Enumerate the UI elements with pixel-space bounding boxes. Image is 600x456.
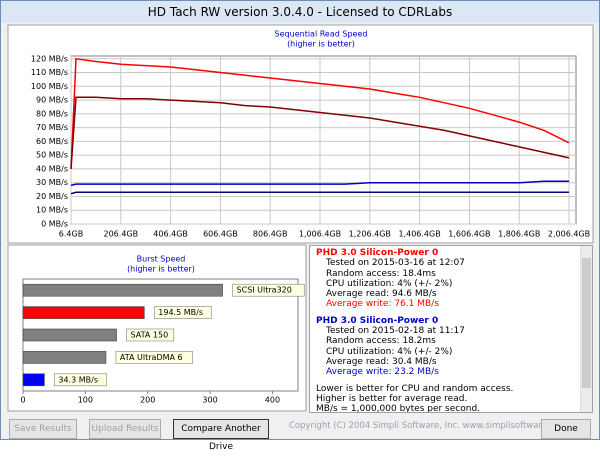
result-line: Average write: 23.2 MB/s bbox=[326, 367, 439, 378]
result-line: CPU utilization: 4% (+/- 2%) bbox=[326, 346, 453, 357]
y-tick-label: 40 MB/s bbox=[36, 164, 68, 173]
bar-label-box bbox=[153, 306, 212, 319]
button: Upload Results bbox=[89, 419, 161, 439]
bar-label-box bbox=[115, 351, 193, 364]
result-line: Tested on 2015-03-16 at 12:07 bbox=[326, 258, 465, 269]
result-line: CPU utilization: 4% (+/- 2%) bbox=[326, 278, 453, 289]
y-tick-label: 80 MB/s bbox=[36, 109, 68, 118]
bar-label-box bbox=[54, 373, 107, 387]
line-series bbox=[70, 96, 570, 169]
x-tick-label: 1,806.4GB bbox=[498, 230, 540, 239]
note: Higher is better for average read. bbox=[316, 393, 468, 404]
x-tick-label: 2,006.4GB bbox=[548, 230, 590, 239]
category-label: SCSI Ultra320 bbox=[237, 286, 292, 295]
x-tick-label: 400 bbox=[265, 396, 280, 405]
bar bbox=[22, 328, 117, 342]
category-label: ATA UltraDMA 6 bbox=[120, 353, 183, 362]
y-tick-label: 50 MB/s bbox=[36, 151, 68, 160]
result-line: Tested on 2015-02-18 at 11:17 bbox=[326, 326, 465, 337]
value-label: 34.3 MB/s bbox=[58, 375, 98, 384]
copyright: Copyright (C) 2004 Simpli Software, Inc.… bbox=[289, 421, 568, 431]
result-line: Random access: 18.4ms bbox=[326, 268, 436, 279]
x-tick-label: 406.4GB bbox=[153, 230, 188, 239]
y-tick-label: 90 MB/s bbox=[36, 96, 68, 105]
bar-label-box bbox=[126, 328, 175, 342]
charts: Sequential Read Speed(higher is better)0… bbox=[7, 24, 594, 412]
result-line: Average write: 76.1 MB/s bbox=[326, 299, 439, 310]
drive-name: PHD 3.0 Silicon-Power 0 bbox=[316, 315, 439, 326]
y-tick-label: 20 MB/s bbox=[36, 192, 68, 201]
note: MB/s = 1,000,000 bytes per second. bbox=[316, 404, 481, 413]
window-title: HD Tach RW version 3.0.4.0 - Licensed to… bbox=[1, 1, 599, 23]
line-series bbox=[70, 57, 570, 169]
y-tick-label: 100 MB/s bbox=[31, 82, 68, 91]
x-tick-label: 806.4GB bbox=[253, 230, 288, 239]
button: Save Results bbox=[9, 419, 77, 439]
bar-label-box bbox=[232, 283, 305, 297]
drive-name: PHD 3.0 Silicon-Power 0 bbox=[316, 248, 439, 258]
bar bbox=[22, 373, 45, 387]
x-tick-label: 1,406.4GB bbox=[398, 230, 440, 239]
chart-title: Sequential Read Speed bbox=[275, 30, 368, 39]
results-panel: PHD 3.0 Silicon-Power 0 Tested on 2015-03… bbox=[309, 245, 593, 413]
chart-title: Burst Speed bbox=[137, 255, 186, 264]
x-tick-label: 0 bbox=[20, 396, 25, 405]
category-label: SATA 150 bbox=[131, 331, 169, 340]
bar bbox=[22, 283, 223, 297]
x-tick-label: 6.4GB bbox=[59, 230, 83, 239]
scrollbar[interactable] bbox=[580, 246, 592, 412]
plot-area bbox=[70, 55, 577, 225]
y-tick-label: 0 MB/s bbox=[41, 220, 68, 229]
x-tick-label: 606.4GB bbox=[203, 230, 238, 239]
scroll-thumb[interactable] bbox=[582, 258, 591, 388]
x-tick-label: 300 bbox=[202, 396, 217, 405]
chart-subtitle: (higher is better) bbox=[127, 265, 195, 274]
note: Lower is better for CPU and random acces… bbox=[316, 383, 514, 394]
x-tick-label: 100 bbox=[78, 396, 93, 405]
x-tick-label: 1,606.4GB bbox=[448, 230, 490, 239]
line-series bbox=[70, 180, 569, 187]
x-tick-label: 206.4GB bbox=[104, 230, 139, 239]
y-tick-label: 30 MB/s bbox=[36, 178, 68, 187]
chart-subtitle: (higher is better) bbox=[287, 40, 355, 49]
y-tick-label: 120 MB/s bbox=[31, 54, 68, 63]
result-line: Random access: 18.2ms bbox=[326, 336, 436, 347]
button[interactable]: Compare Another Drive bbox=[173, 419, 269, 452]
y-tick-label: 70 MB/s bbox=[36, 123, 68, 132]
button[interactable]: Done bbox=[541, 419, 591, 439]
x-tick-label: 1,206.4GB bbox=[349, 230, 391, 239]
y-tick-label: 110 MB/s bbox=[31, 68, 68, 77]
x-tick-label: 200 bbox=[140, 396, 155, 405]
bar bbox=[22, 306, 145, 319]
result-line: Average read: 30.4 MB/s bbox=[326, 356, 437, 367]
value-label: 194.5 MB/s bbox=[158, 308, 203, 317]
x-tick-label: 1,006.4GB bbox=[299, 230, 341, 239]
line-series bbox=[70, 191, 569, 195]
results-text: PHD 3.0 Silicon-Power 0 Tested on 2015-03… bbox=[316, 248, 578, 413]
result-line: Average read: 94.6 MB/s bbox=[326, 289, 437, 300]
y-tick-label: 60 MB/s bbox=[36, 137, 68, 146]
bar bbox=[22, 351, 107, 364]
y-tick-label: 10 MB/s bbox=[36, 206, 68, 215]
